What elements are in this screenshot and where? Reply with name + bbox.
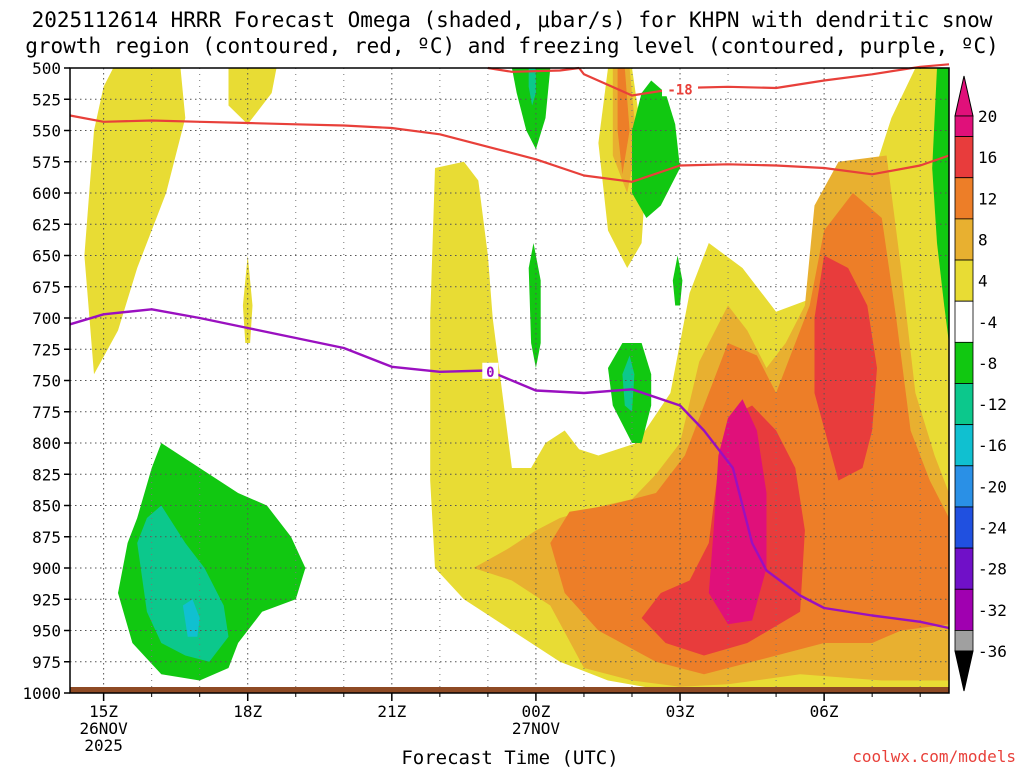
dgz-contour-upper: [69, 114, 950, 183]
colorbar-segment: [954, 547, 974, 590]
omega-region-green-sliver-00z: [528, 243, 541, 368]
colorbar-label: -20: [978, 477, 1007, 496]
x-axis-title: Forecast Time (UTC): [401, 747, 618, 768]
x-tick-label: 00Z: [521, 702, 550, 721]
colorbar-segment: [954, 506, 974, 549]
x-tick-label: 18Z: [233, 702, 262, 721]
y-tick-label: 975: [32, 653, 61, 672]
y-tick-label: 700: [32, 309, 61, 328]
y-tick-label: 725: [32, 340, 61, 359]
colorbar-label: 4: [978, 272, 988, 291]
omega-region-teal-mid-center: [622, 355, 635, 412]
x-tick-label: 27NOV: [512, 719, 561, 738]
colorbar-label: -36: [978, 642, 1007, 661]
y-tick-label: 650: [32, 247, 61, 266]
colorbar-segment: [954, 259, 974, 302]
x-tick-label: 26NOV: [80, 719, 129, 738]
y-tick-label: 500: [32, 59, 61, 78]
x-tick-label: 06Z: [810, 702, 839, 721]
colorbar-segment: [954, 341, 974, 384]
colorbar-segment: [954, 300, 974, 343]
omega-region-yellow-upper-left: [84, 68, 186, 375]
omega-region-green-upper-right-of-center: [632, 80, 680, 218]
terrain-strip: [70, 687, 949, 693]
y-tick-label: 1000: [22, 684, 61, 703]
colorbar-label: -32: [978, 601, 1007, 620]
y-tick-label: 850: [32, 497, 61, 516]
colorbar-segment: [954, 136, 974, 179]
y-tick-label: 950: [32, 622, 61, 641]
colorbar-label: -16: [978, 436, 1007, 455]
omega-region-green-right-edge: [932, 68, 949, 343]
y-tick-label: 575: [32, 153, 61, 172]
chart-title-line-2: growth region (contoured, red, ºC) and f…: [25, 34, 999, 58]
colorbar-label: 12: [978, 189, 997, 208]
colorbar-label: 20: [978, 107, 997, 126]
colorbar-arrow-bottom: [954, 650, 974, 692]
colorbar-segment: [954, 630, 974, 652]
y-tick-label: 675: [32, 278, 61, 297]
y-tick-label: 775: [32, 403, 61, 422]
x-tick-label: 15Z: [89, 702, 118, 721]
omega-region-yellow-upper-18z: [228, 68, 277, 125]
colorbar-arrow-top: [954, 75, 974, 117]
contour-layer: -18 0: [69, 63, 950, 630]
colorbar-label: -28: [978, 560, 1007, 579]
y-tick-label: 825: [32, 465, 61, 484]
colorbar-label: -4: [978, 313, 997, 332]
y-tick-label: 875: [32, 528, 61, 547]
colorbar-label: 8: [978, 230, 988, 249]
y-tick-label: 750: [32, 372, 61, 391]
dgz-label-backdrop: [662, 80, 699, 97]
omega-region-teal-top-center: [528, 68, 536, 106]
omega-region-red-right: [814, 255, 877, 481]
colorbar-segment: [954, 588, 974, 631]
colorbar-segment: [954, 177, 974, 220]
omega-region-green-top-center: [511, 68, 551, 150]
y-tick-label: 925: [32, 590, 61, 609]
omega-region-teal-lower-left: [137, 505, 229, 662]
colorbar-label: -12: [978, 395, 1007, 414]
x-tick-label: 03Z: [666, 702, 695, 721]
x-tick-label: 2025: [84, 736, 123, 755]
credit-text: coolwx.com/models: [852, 747, 1016, 766]
y-tick-label: 600: [32, 184, 61, 203]
gridlines: [70, 68, 949, 693]
dgz-contour-lower-left: [487, 66, 580, 73]
omega-region-orange-center-top: [617, 68, 630, 175]
freezing-label-backdrop: [482, 362, 499, 379]
chart-title-line-1: 2025112614 HRRR Forecast Omega (shaded, …: [32, 8, 993, 32]
colorbar-segment: [954, 424, 974, 467]
x-tick-label: 21Z: [377, 702, 406, 721]
colorbar-label: -8: [978, 354, 997, 373]
y-tick-label: 800: [32, 434, 61, 453]
y-tick-label: 525: [32, 90, 61, 109]
y-axis-ticks: 500 525 550 575 600 625 650 675 700 725 750 775 800 8…: [22, 59, 70, 703]
colorbar-segment: [954, 465, 974, 508]
colorbar-segment: [954, 115, 974, 137]
omega-shading-layer: [84, 68, 949, 693]
colorbar-label: -24: [978, 519, 1007, 538]
y-tick-label: 625: [32, 215, 61, 234]
freezing-contour-label: 0: [486, 365, 494, 381]
freezing-level-contour: [69, 308, 950, 630]
y-tick-label: 550: [32, 122, 61, 141]
dgz-contour-lower: [578, 63, 950, 97]
omega-region-green-sliver-02z: [672, 255, 683, 306]
omega-region-cyan-spot-lower-left: [182, 599, 200, 637]
colorbar-segment: [954, 218, 974, 261]
colorbar-segment: [954, 383, 974, 426]
dgz-contour-label: -18: [667, 82, 692, 98]
y-tick-label: 900: [32, 559, 61, 578]
colorbar-label: 16: [978, 148, 997, 167]
colorbar: 20 16 12 8 4 -4 -8 -12 -16 -20 -24 -28 -32 -36: [954, 75, 1007, 692]
